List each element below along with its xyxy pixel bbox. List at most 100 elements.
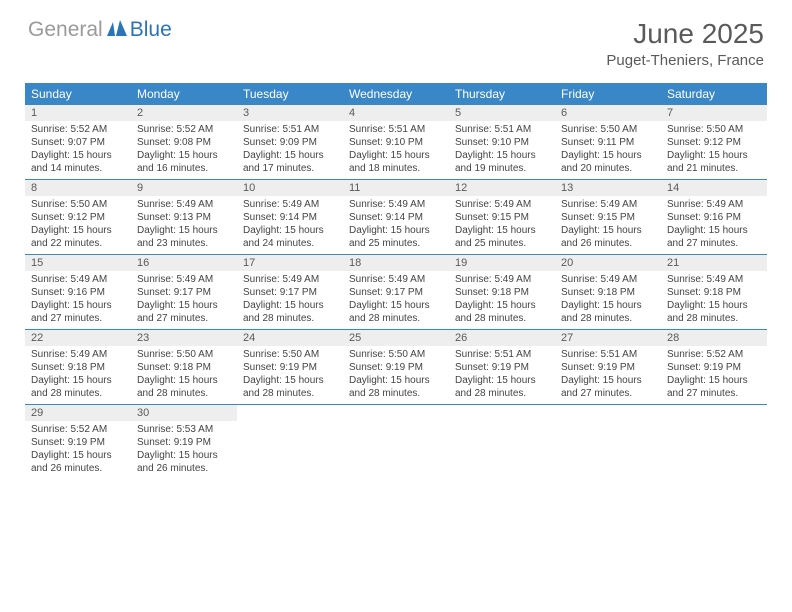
day-details: Sunrise: 5:49 AMSunset: 9:16 PMDaylight:…: [661, 196, 767, 252]
day-details: Sunrise: 5:51 AMSunset: 9:19 PMDaylight:…: [555, 346, 661, 402]
sunset-line: Sunset: 9:19 PM: [561, 361, 655, 374]
sunset-line: Sunset: 9:12 PM: [667, 136, 761, 149]
daylight-line: Daylight: 15 hours and 28 minutes.: [137, 374, 231, 400]
day-number: 17: [237, 255, 343, 271]
daylight-line: Daylight: 15 hours and 28 minutes.: [455, 374, 549, 400]
day-number: 19: [449, 255, 555, 271]
day-details: Sunrise: 5:52 AMSunset: 9:19 PMDaylight:…: [25, 421, 131, 477]
day-details: Sunrise: 5:49 AMSunset: 9:16 PMDaylight:…: [25, 271, 131, 327]
day-number: 27: [555, 330, 661, 346]
calendar-day-cell: 6Sunrise: 5:50 AMSunset: 9:11 PMDaylight…: [555, 105, 661, 179]
sunset-line: Sunset: 9:16 PM: [31, 286, 125, 299]
day-number: 18: [343, 255, 449, 271]
sunrise-line: Sunrise: 5:49 AM: [137, 273, 231, 286]
calendar-day-cell: 1Sunrise: 5:52 AMSunset: 9:07 PMDaylight…: [25, 105, 131, 179]
day-details: Sunrise: 5:49 AMSunset: 9:13 PMDaylight:…: [131, 196, 237, 252]
calendar-day-cell: 21Sunrise: 5:49 AMSunset: 9:18 PMDayligh…: [661, 255, 767, 329]
daylight-line: Daylight: 15 hours and 18 minutes.: [349, 149, 443, 175]
day-number: 16: [131, 255, 237, 271]
calendar-week-row: 29Sunrise: 5:52 AMSunset: 9:19 PMDayligh…: [25, 405, 767, 479]
day-number: 22: [25, 330, 131, 346]
day-number: 25: [343, 330, 449, 346]
sunset-line: Sunset: 9:10 PM: [349, 136, 443, 149]
daylight-line: Daylight: 15 hours and 27 minutes.: [137, 299, 231, 325]
daylight-line: Daylight: 15 hours and 22 minutes.: [31, 224, 125, 250]
sunrise-line: Sunrise: 5:52 AM: [31, 423, 125, 436]
daylight-line: Daylight: 15 hours and 27 minutes.: [31, 299, 125, 325]
calendar-day-cell: 27Sunrise: 5:51 AMSunset: 9:19 PMDayligh…: [555, 330, 661, 404]
sunset-line: Sunset: 9:09 PM: [243, 136, 337, 149]
daylight-line: Daylight: 15 hours and 26 minutes.: [137, 449, 231, 475]
daylight-line: Daylight: 15 hours and 16 minutes.: [137, 149, 231, 175]
sunset-line: Sunset: 9:19 PM: [667, 361, 761, 374]
daylight-line: Daylight: 15 hours and 24 minutes.: [243, 224, 337, 250]
calendar-day-cell: 9Sunrise: 5:49 AMSunset: 9:13 PMDaylight…: [131, 180, 237, 254]
calendar-week-row: 15Sunrise: 5:49 AMSunset: 9:16 PMDayligh…: [25, 255, 767, 330]
day-number: 5: [449, 105, 555, 121]
day-number: 7: [661, 105, 767, 121]
sunrise-line: Sunrise: 5:52 AM: [137, 123, 231, 136]
sunrise-line: Sunrise: 5:52 AM: [31, 123, 125, 136]
sunset-line: Sunset: 9:13 PM: [137, 211, 231, 224]
sunrise-line: Sunrise: 5:49 AM: [667, 273, 761, 286]
daylight-line: Daylight: 15 hours and 28 minutes.: [243, 299, 337, 325]
sunset-line: Sunset: 9:18 PM: [137, 361, 231, 374]
daylight-line: Daylight: 15 hours and 20 minutes.: [561, 149, 655, 175]
sunset-line: Sunset: 9:19 PM: [243, 361, 337, 374]
calendar-day-cell: 10Sunrise: 5:49 AMSunset: 9:14 PMDayligh…: [237, 180, 343, 254]
location-subtitle: Puget-Theniers, France: [606, 52, 764, 69]
calendar-day-cell: 30Sunrise: 5:53 AMSunset: 9:19 PMDayligh…: [131, 405, 237, 479]
weekday-header-cell: Friday: [555, 83, 661, 105]
calendar-day-cell: 25Sunrise: 5:50 AMSunset: 9:19 PMDayligh…: [343, 330, 449, 404]
daylight-line: Daylight: 15 hours and 21 minutes.: [667, 149, 761, 175]
day-details: Sunrise: 5:51 AMSunset: 9:19 PMDaylight:…: [449, 346, 555, 402]
header: General Blue June 2025 Puget-Theniers, F…: [0, 0, 792, 77]
sunset-line: Sunset: 9:14 PM: [349, 211, 443, 224]
logo: General Blue: [28, 18, 172, 42]
daylight-line: Daylight: 15 hours and 17 minutes.: [243, 149, 337, 175]
calendar-day-cell: 2Sunrise: 5:52 AMSunset: 9:08 PMDaylight…: [131, 105, 237, 179]
calendar-day-cell: 5Sunrise: 5:51 AMSunset: 9:10 PMDaylight…: [449, 105, 555, 179]
daylight-line: Daylight: 15 hours and 26 minutes.: [31, 449, 125, 475]
sunset-line: Sunset: 9:15 PM: [561, 211, 655, 224]
calendar-day-cell: 17Sunrise: 5:49 AMSunset: 9:17 PMDayligh…: [237, 255, 343, 329]
daylight-line: Daylight: 15 hours and 28 minutes.: [561, 299, 655, 325]
calendar-day-cell: 12Sunrise: 5:49 AMSunset: 9:15 PMDayligh…: [449, 180, 555, 254]
calendar-day-cell: 18Sunrise: 5:49 AMSunset: 9:17 PMDayligh…: [343, 255, 449, 329]
weekday-header-cell: Saturday: [661, 83, 767, 105]
logo-word-general: General: [28, 18, 103, 42]
daylight-line: Daylight: 15 hours and 26 minutes.: [561, 224, 655, 250]
sunset-line: Sunset: 9:17 PM: [243, 286, 337, 299]
day-details: Sunrise: 5:52 AMSunset: 9:08 PMDaylight:…: [131, 121, 237, 177]
calendar-day-cell: 19Sunrise: 5:49 AMSunset: 9:18 PMDayligh…: [449, 255, 555, 329]
calendar-day-cell: 4Sunrise: 5:51 AMSunset: 9:10 PMDaylight…: [343, 105, 449, 179]
day-number: 24: [237, 330, 343, 346]
calendar-day-cell: 3Sunrise: 5:51 AMSunset: 9:09 PMDaylight…: [237, 105, 343, 179]
sunset-line: Sunset: 9:18 PM: [561, 286, 655, 299]
weekday-header-cell: Monday: [131, 83, 237, 105]
sunrise-line: Sunrise: 5:49 AM: [31, 273, 125, 286]
day-number: 30: [131, 405, 237, 421]
day-number: 15: [25, 255, 131, 271]
sunset-line: Sunset: 9:19 PM: [137, 436, 231, 449]
day-number: 12: [449, 180, 555, 196]
sunrise-line: Sunrise: 5:51 AM: [561, 348, 655, 361]
day-details: Sunrise: 5:49 AMSunset: 9:14 PMDaylight:…: [343, 196, 449, 252]
sunrise-line: Sunrise: 5:49 AM: [667, 198, 761, 211]
calendar-day-cell: 0-: [555, 405, 661, 479]
day-details: Sunrise: 5:51 AMSunset: 9:10 PMDaylight:…: [449, 121, 555, 177]
day-details: Sunrise: 5:49 AMSunset: 9:18 PMDaylight:…: [661, 271, 767, 327]
sunrise-line: Sunrise: 5:49 AM: [243, 198, 337, 211]
daylight-line: Daylight: 15 hours and 28 minutes.: [349, 299, 443, 325]
title-block: June 2025 Puget-Theniers, France: [606, 18, 764, 69]
day-number: 20: [555, 255, 661, 271]
day-details: Sunrise: 5:50 AMSunset: 9:19 PMDaylight:…: [343, 346, 449, 402]
sunset-line: Sunset: 9:07 PM: [31, 136, 125, 149]
sunset-line: Sunset: 9:19 PM: [31, 436, 125, 449]
sunset-line: Sunset: 9:10 PM: [455, 136, 549, 149]
calendar-day-cell: 13Sunrise: 5:49 AMSunset: 9:15 PMDayligh…: [555, 180, 661, 254]
weekday-header-cell: Tuesday: [237, 83, 343, 105]
day-number: 21: [661, 255, 767, 271]
sunrise-line: Sunrise: 5:50 AM: [31, 198, 125, 211]
day-number: 14: [661, 180, 767, 196]
